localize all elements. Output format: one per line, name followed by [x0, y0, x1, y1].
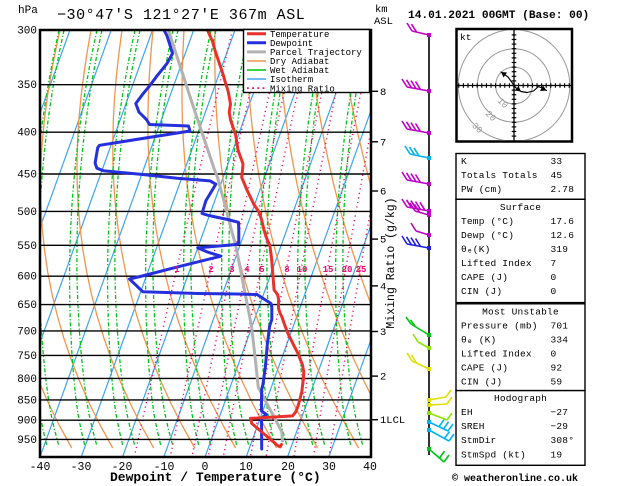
svg-text:5: 5: [380, 235, 386, 247]
svg-text:Dewp (°C): Dewp (°C): [461, 230, 514, 241]
svg-text:Mixing Ratio (g/kg): Mixing Ratio (g/kg): [385, 197, 398, 328]
svg-text:7: 7: [380, 137, 386, 149]
svg-text:92: 92: [551, 362, 563, 373]
svg-text:CAPE (J): CAPE (J): [461, 272, 508, 283]
svg-text:14.01.2021 00GMT (Base: 00): 14.01.2021 00GMT (Base: 00): [408, 10, 589, 22]
svg-text:0: 0: [202, 461, 209, 474]
svg-text:900: 900: [17, 416, 37, 428]
svg-text:12.6: 12.6: [551, 230, 575, 241]
svg-text:km: km: [375, 4, 388, 16]
svg-text:3: 3: [229, 265, 234, 275]
svg-text:Lifted Index: Lifted Index: [461, 258, 532, 269]
svg-text:-10: -10: [154, 461, 175, 474]
svg-text:−30°47'S 121°27'E 367m ASL: −30°47'S 121°27'E 367m ASL: [57, 7, 305, 24]
svg-text:700: 700: [17, 326, 37, 338]
svg-text:CIN (J): CIN (J): [461, 376, 502, 387]
svg-text:500: 500: [17, 207, 37, 219]
svg-text:600: 600: [17, 272, 37, 284]
svg-text:θₑ(K): θₑ(K): [461, 244, 491, 255]
svg-text:© weatheronline.co.uk: © weatheronline.co.uk: [452, 473, 578, 485]
svg-text:20: 20: [281, 461, 295, 474]
svg-text:Hodograph: Hodograph: [494, 393, 547, 404]
svg-text:950: 950: [17, 435, 37, 447]
svg-text:40: 40: [363, 461, 377, 474]
svg-text:Dewpoint: Dewpoint: [270, 39, 313, 49]
svg-text:8: 8: [380, 87, 386, 99]
svg-text:19: 19: [551, 449, 563, 460]
svg-text:15: 15: [323, 265, 334, 275]
svg-text:350: 350: [17, 80, 37, 92]
svg-text:K: K: [461, 156, 467, 167]
svg-text:0: 0: [551, 348, 557, 359]
svg-text:20: 20: [342, 265, 353, 275]
svg-text:3: 3: [380, 327, 386, 339]
svg-text:10: 10: [297, 265, 308, 275]
svg-text:Wet Adiabat: Wet Adiabat: [270, 66, 329, 76]
svg-text:-20: -20: [112, 461, 133, 474]
svg-text:Temperature: Temperature: [270, 30, 329, 40]
svg-text:8: 8: [284, 265, 289, 275]
svg-text:Dry Adiabat: Dry Adiabat: [270, 57, 329, 67]
svg-text:StmDir: StmDir: [461, 435, 496, 446]
svg-text:334: 334: [551, 334, 569, 345]
svg-text:Mixing Ratio: Mixing Ratio: [270, 84, 335, 94]
svg-text:0: 0: [551, 272, 557, 283]
svg-text:-40: -40: [30, 461, 51, 474]
svg-text:Lifted Index: Lifted Index: [461, 348, 532, 359]
svg-text:308°: 308°: [551, 435, 575, 446]
svg-text:Surface: Surface: [500, 202, 541, 213]
svg-text:CIN (J): CIN (J): [461, 286, 502, 297]
svg-text:701: 701: [551, 320, 569, 331]
svg-text:400: 400: [17, 128, 37, 140]
svg-text:10: 10: [239, 461, 253, 474]
svg-text:StmSpd (kt): StmSpd (kt): [461, 449, 526, 460]
svg-text:−29: −29: [551, 421, 569, 432]
svg-text:Most Unstable: Most Unstable: [482, 306, 559, 317]
svg-text:1: 1: [174, 265, 180, 275]
svg-text:550: 550: [17, 241, 37, 253]
svg-text:ASL: ASL: [374, 16, 393, 28]
svg-text:30: 30: [322, 461, 336, 474]
svg-text:6: 6: [380, 187, 386, 199]
svg-text:800: 800: [17, 374, 37, 386]
svg-text:4: 4: [380, 281, 386, 293]
svg-text:2: 2: [380, 372, 386, 384]
svg-text:450: 450: [17, 170, 37, 182]
svg-text:25: 25: [356, 265, 367, 275]
svg-text:kt: kt: [460, 32, 471, 43]
svg-text:Temp (°C): Temp (°C): [461, 216, 514, 227]
svg-text:1LCL: 1LCL: [380, 415, 405, 427]
svg-text:CAPE (J): CAPE (J): [461, 362, 508, 373]
svg-text:5: 5: [259, 265, 264, 275]
svg-text:θₑ (K): θₑ (K): [461, 334, 496, 345]
svg-text:Dewpoint / Temperature (°C): Dewpoint / Temperature (°C): [110, 470, 321, 485]
svg-text:Pressure (mb): Pressure (mb): [461, 320, 538, 331]
svg-text:33: 33: [551, 156, 563, 167]
svg-text:7: 7: [551, 258, 557, 269]
svg-text:Totals Totals: Totals Totals: [461, 170, 538, 181]
svg-text:17.6: 17.6: [551, 216, 575, 227]
svg-text:2: 2: [208, 265, 213, 275]
svg-text:45: 45: [551, 170, 563, 181]
svg-text:-30: -30: [71, 461, 92, 474]
svg-text:hPa: hPa: [18, 5, 38, 17]
svg-text:0: 0: [551, 286, 557, 297]
svg-text:EH: EH: [461, 407, 473, 418]
svg-text:850: 850: [17, 395, 37, 407]
svg-text:PW (cm): PW (cm): [461, 184, 502, 195]
svg-text:Parcel Trajectory: Parcel Trajectory: [270, 48, 362, 58]
svg-text:−27: −27: [551, 407, 569, 418]
svg-text:750: 750: [17, 351, 37, 363]
svg-text:Isotherm: Isotherm: [270, 75, 313, 85]
svg-text:4: 4: [244, 265, 250, 275]
svg-text:650: 650: [17, 300, 37, 312]
svg-text:SREH: SREH: [461, 421, 485, 432]
svg-text:300: 300: [17, 26, 37, 38]
svg-text:59: 59: [551, 376, 563, 387]
svg-text:319: 319: [551, 244, 569, 255]
svg-text:2.78: 2.78: [551, 184, 575, 195]
